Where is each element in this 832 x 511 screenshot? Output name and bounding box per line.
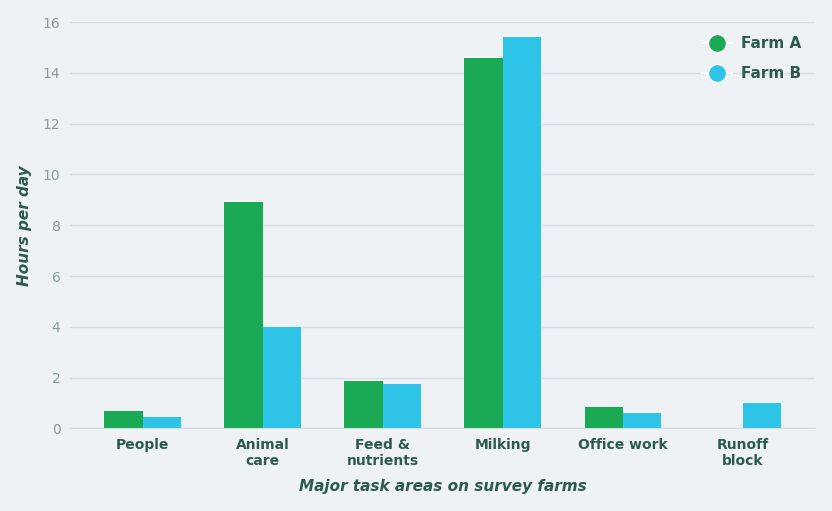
Legend: Farm A, Farm B: Farm A, Farm B xyxy=(696,30,808,87)
Bar xyxy=(464,58,503,428)
Bar xyxy=(142,417,181,428)
Bar xyxy=(585,407,623,428)
Bar xyxy=(383,384,421,428)
Bar xyxy=(104,410,142,428)
Bar xyxy=(263,327,301,428)
Y-axis label: Hours per day: Hours per day xyxy=(17,165,32,286)
X-axis label: Major task areas on survey farms: Major task areas on survey farms xyxy=(299,479,587,494)
Bar xyxy=(344,381,383,428)
Bar xyxy=(224,202,263,428)
Bar xyxy=(743,403,781,428)
Bar xyxy=(623,413,661,428)
Bar xyxy=(503,37,542,428)
